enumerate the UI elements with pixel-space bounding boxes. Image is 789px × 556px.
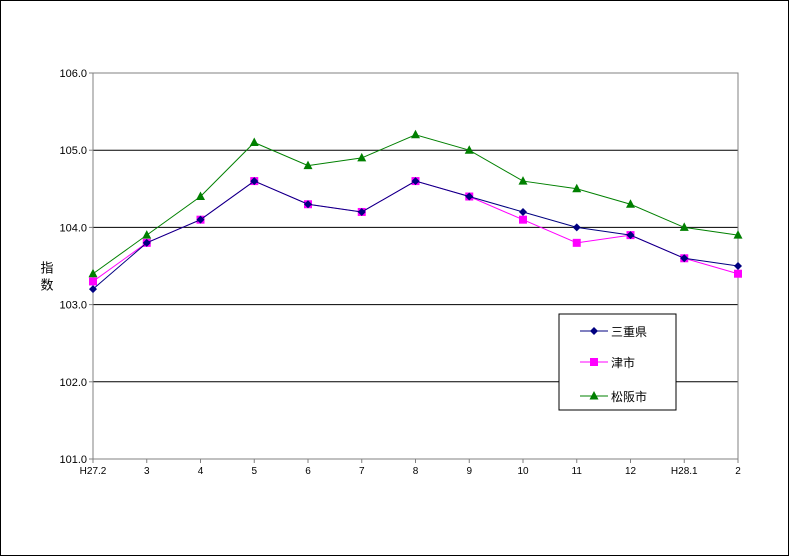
data-point bbox=[464, 145, 474, 154]
data-point bbox=[572, 223, 581, 232]
legend-label: 松阪市 bbox=[611, 389, 647, 404]
y-axis-title: 指数 bbox=[38, 261, 54, 295]
x-axis-ticks: H27.2 3 4 5 6 7 8 9 10 11 12 H28.1 2 bbox=[80, 459, 741, 477]
data-point bbox=[679, 222, 689, 231]
data-point bbox=[89, 285, 97, 294]
data-point bbox=[519, 215, 527, 224]
data-point bbox=[250, 177, 259, 186]
data-point bbox=[518, 176, 528, 185]
data-point bbox=[572, 238, 581, 247]
data-point bbox=[142, 230, 152, 239]
x-tick-label: 9 bbox=[466, 466, 472, 477]
data-point bbox=[680, 254, 689, 263]
data-point bbox=[572, 183, 582, 193]
data-point bbox=[733, 230, 743, 239]
x-tick-label: 7 bbox=[359, 466, 365, 477]
x-tick-label: 10 bbox=[517, 466, 529, 477]
series-line bbox=[92, 180, 739, 282]
legend-marker bbox=[590, 358, 598, 366]
data-point bbox=[519, 207, 527, 216]
x-tick-label: H28.1 bbox=[671, 466, 698, 477]
data-point bbox=[89, 277, 97, 286]
data-point bbox=[357, 207, 366, 216]
x-tick-label: 5 bbox=[251, 466, 257, 477]
legend-label: 津市 bbox=[611, 355, 635, 370]
x-tick-label: 3 bbox=[144, 466, 150, 477]
data-point bbox=[411, 129, 420, 139]
series-line bbox=[92, 134, 739, 275]
x-tick-label: 11 bbox=[572, 466, 583, 477]
series-1 bbox=[89, 177, 742, 294]
data-point bbox=[465, 192, 474, 201]
series-line bbox=[92, 180, 739, 290]
x-tick-label: 6 bbox=[305, 466, 311, 477]
y-axis-label: 指数 bbox=[38, 261, 54, 295]
series-group bbox=[88, 129, 743, 294]
series-2 bbox=[89, 177, 742, 286]
data-point bbox=[88, 268, 98, 278]
legend-marker bbox=[590, 327, 598, 335]
y-tick-label: 105.0 bbox=[59, 145, 87, 157]
y-tick-label: 106.0 bbox=[59, 68, 87, 80]
legend-box bbox=[558, 313, 677, 411]
data-point bbox=[196, 215, 205, 224]
data-point bbox=[411, 177, 420, 186]
x-tick-label: 8 bbox=[413, 466, 419, 477]
data-point bbox=[734, 262, 742, 270]
legend-marker bbox=[589, 391, 599, 400]
data-point bbox=[303, 160, 313, 170]
data-point bbox=[249, 137, 259, 146]
y-tick-label: 103.0 bbox=[59, 300, 87, 312]
data-point bbox=[626, 199, 635, 208]
x-tick-label: H27.2 bbox=[80, 466, 107, 477]
data-point bbox=[734, 269, 742, 278]
data-point bbox=[196, 191, 205, 201]
legend-label: 三重県 bbox=[611, 325, 647, 339]
y-tick-label: 102.0 bbox=[59, 377, 87, 389]
data-point bbox=[626, 231, 635, 240]
x-tick-label: 12 bbox=[625, 466, 637, 477]
x-tick-label: 2 bbox=[735, 466, 741, 477]
x-tick-label: 4 bbox=[198, 466, 204, 477]
data-point bbox=[142, 238, 151, 247]
data-point bbox=[304, 200, 312, 209]
series-3 bbox=[88, 129, 743, 278]
y-tick-label: 101.0 bbox=[59, 454, 87, 466]
y-axis-ticks: 101.0 102.0 103.0 104.0 105.0 106.0 bbox=[59, 68, 93, 466]
y-tick-label: 104.0 bbox=[59, 222, 87, 234]
data-point bbox=[357, 152, 367, 162]
